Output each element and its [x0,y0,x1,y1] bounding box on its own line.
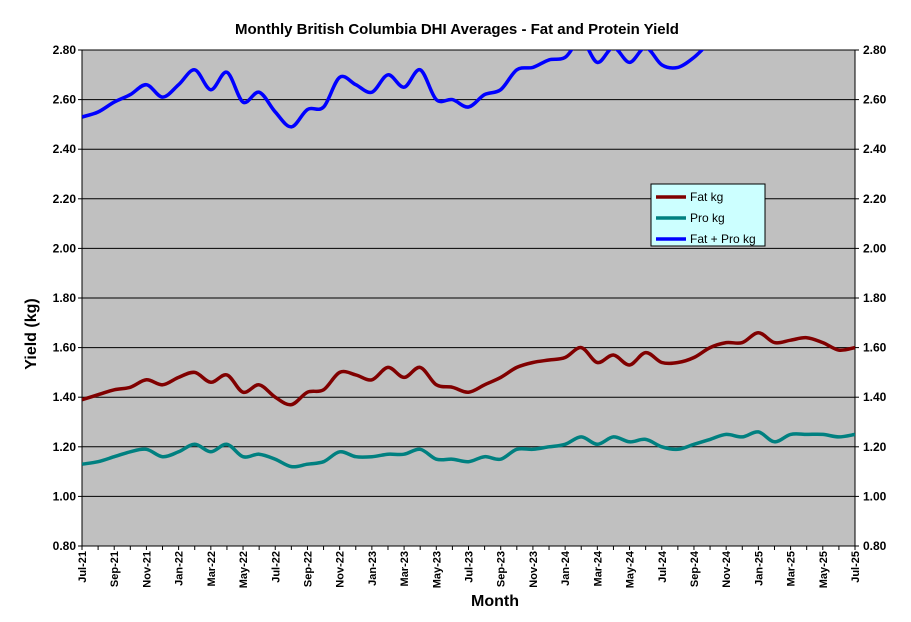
series-line-0 [82,330,855,407]
y-tick-label: 0.80 [53,539,77,553]
y-tick-label: 2.80 [53,43,77,57]
y-tick-label: 1.60 [53,341,77,355]
x-axis: Jul-21 Sep-21 Nov-21 Jan-22 Mar-22 May-22 Jul-… [77,546,862,588]
y-tick-label: 1.20 [53,440,77,454]
series-line-2 [82,50,705,129]
x-tick-label: Jan-25 [753,551,765,586]
x-tick-label: May-23 [431,551,443,588]
y-tick-label-right: 2.60 [863,93,887,107]
series-lines [82,50,855,469]
y-tick-label-right: 1.80 [863,291,887,305]
y-tick-label: 1.00 [53,489,77,503]
y-tick-label: 2.40 [53,142,77,156]
legend-box [650,183,766,247]
y-tick-label: 2.00 [53,241,77,255]
x-axis-title: Month [471,593,519,610]
x-tick-label: Nov-24 [721,550,733,588]
x-tick-label: Jan-22 [174,551,186,586]
x-tick-label: Sep-24 [689,550,701,587]
x-tick-label: Nov-23 [528,551,540,588]
y-tick-label: 1.80 [53,291,77,305]
y-axis-title: Yield (kg) [23,298,40,369]
legend-label: Pro kg [690,211,725,225]
x-tick-label: Jan-23 [367,551,379,586]
y-axis-left: 0.80 1.00 1.20 1.40 1.60 1.80 2.00 2.20 2.40 2.60… [53,43,82,553]
y-tick-label-right: 0.80 [863,539,887,553]
legend-label: Fat kg [690,190,723,204]
y-axis-right: 0.80 1.00 1.20 1.40 1.60 1.80 2.00 2.20 2.40 2.60… [855,43,887,553]
y-tick-label-right: 2.40 [863,142,887,156]
y-tick-label-right: 2.20 [863,192,887,206]
x-tick-label: Nov-22 [335,551,347,588]
x-tick-label: Sep-23 [496,551,508,587]
x-tick-label: Mar-25 [786,551,798,586]
x-tick-label: Jul-24 [657,550,669,583]
x-tick-label: Sep-22 [302,551,314,587]
x-tick-label: Mar-22 [206,551,218,586]
x-tick-label: Jul-22 [270,551,282,583]
y-tick-label-right: 2.00 [863,241,887,255]
x-tick-label: Jan-24 [560,550,572,586]
x-tick-label: Sep-21 [109,551,121,587]
x-tick-label: Mar-23 [399,551,411,586]
x-tick-label: May-24 [625,550,637,588]
y-tick-label-right: 1.40 [863,390,887,404]
x-tick-label: Jul-25 [850,551,862,583]
y-tick-label-right: 1.60 [863,341,887,355]
legend: Fat kg Pro kg Fat + Pro kg [650,183,766,247]
series-line-1 [82,430,855,469]
x-tick-label: May-25 [818,551,830,588]
y-tick-label-right: 2.80 [863,43,887,57]
x-tick-label: Jul-23 [464,551,476,583]
x-tick-label: Jul-21 [77,551,89,583]
y-tick-label: 2.60 [53,93,77,107]
y-tick-label-right: 1.00 [863,489,887,503]
x-tick-label: May-22 [238,551,250,588]
x-tick-label: Mar-24 [592,550,604,586]
x-tick-label: Nov-21 [141,551,153,588]
y-tick-label-right: 1.20 [863,440,887,454]
legend-label: Fat + Pro kg [690,232,756,246]
y-tick-label: 2.20 [53,192,77,206]
y-tick-label: 1.40 [53,390,77,404]
chart-title: Monthly British Columbia DHI Averages - … [235,21,679,38]
